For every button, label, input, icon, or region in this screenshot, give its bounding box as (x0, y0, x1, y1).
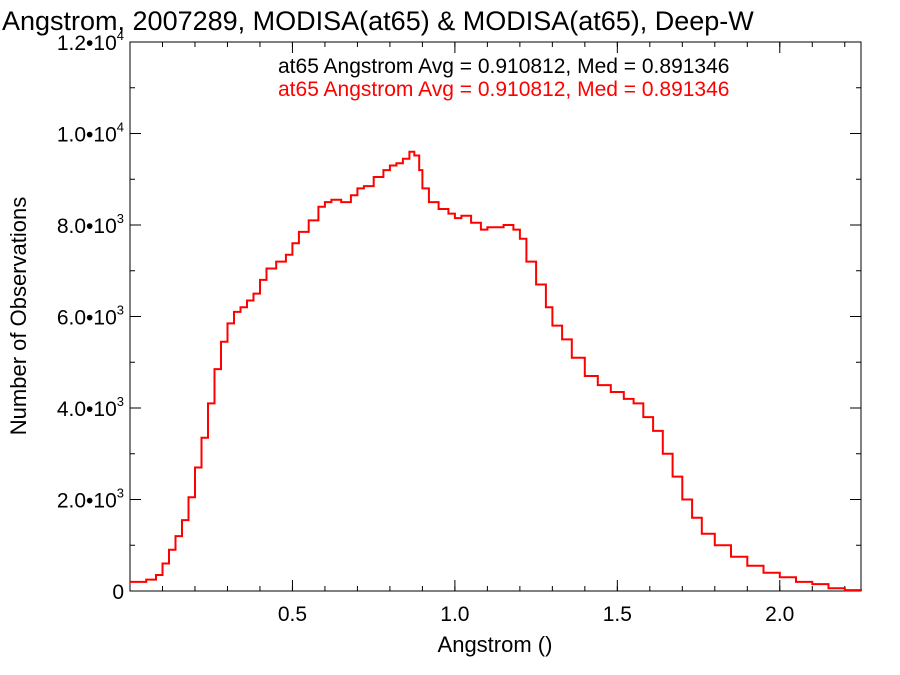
x-tick-label: 2.0 (765, 603, 794, 626)
y-tick-label: 1.0•104 (57, 120, 124, 147)
y-tick-label: 8.0•103 (57, 211, 124, 238)
y-tick-label: 6.0•103 (57, 303, 124, 330)
y-axis-label: Number of Observations (6, 197, 31, 435)
plot-frame (129, 41, 862, 592)
histogram-step-line (130, 150, 862, 592)
annotation-black: at65 Angstrom Avg = 0.910812, Med = 0.89… (278, 55, 729, 78)
x-tick-label: 1.0 (440, 603, 469, 626)
x-axis-label: Angstrom () (438, 632, 553, 657)
minor-ticks (130, 42, 861, 591)
chart-title: Angstrom, 2007289, MODISA(at65) & MODISA… (2, 6, 754, 36)
y-tick-label: 2.0•103 (57, 486, 124, 513)
major-ticks (130, 41, 861, 592)
y-tick-label: 1.2•104 (57, 28, 124, 55)
y-tick-labels: 0 2.0•103 4.0•103 6.0•103 8.0•103 1.0•104 1.2•… (57, 28, 124, 604)
y-tick-label: 0 (112, 581, 124, 604)
annotation-red: at65 Angstrom Avg = 0.910812, Med = 0.89… (278, 78, 729, 101)
y-tick-label: 4.0•103 (57, 394, 124, 421)
x-tick-labels: 0.5 1.0 1.5 2.0 (278, 603, 795, 626)
x-tick-label: 1.5 (603, 603, 632, 626)
x-tick-label: 0.5 (278, 603, 307, 626)
